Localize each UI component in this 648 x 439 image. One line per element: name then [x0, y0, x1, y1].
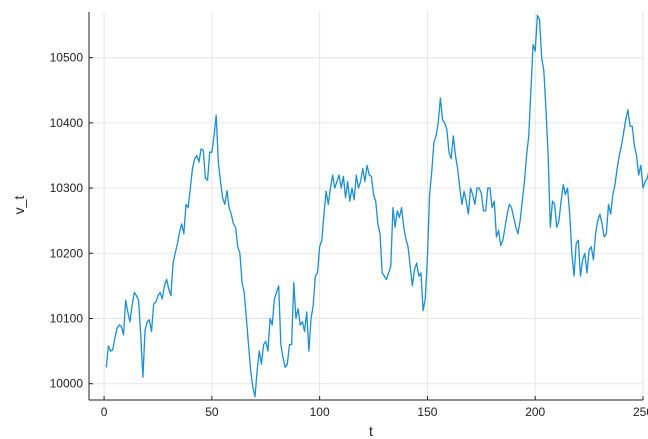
x-tick-label: 250	[633, 405, 648, 419]
y-tick-label: 10300	[50, 181, 84, 195]
x-tick-label: 50	[205, 405, 219, 419]
x-tick-label: 150	[417, 405, 437, 419]
y-tick-label: 10500	[50, 51, 84, 65]
y-tick-label: 10100	[50, 311, 84, 325]
y-tick-label: 10200	[50, 246, 84, 260]
series-line	[105, 14, 648, 398]
y-tick-label: 10000	[50, 377, 84, 391]
axes	[88, 12, 643, 401]
y-axis-title: v_t	[11, 196, 27, 215]
x-tick-label: 100	[310, 405, 330, 419]
x-tick-label: 200	[525, 405, 545, 419]
x-tick-label: 0	[101, 405, 108, 419]
x-axis-title: t	[369, 423, 373, 439]
ticks: 0 50 100 150 200 250 10000 10100 10200 10300 10400…	[50, 51, 648, 419]
y-tick-label: 10400	[50, 116, 84, 130]
grid-lines	[89, 12, 644, 400]
series	[105, 14, 648, 398]
